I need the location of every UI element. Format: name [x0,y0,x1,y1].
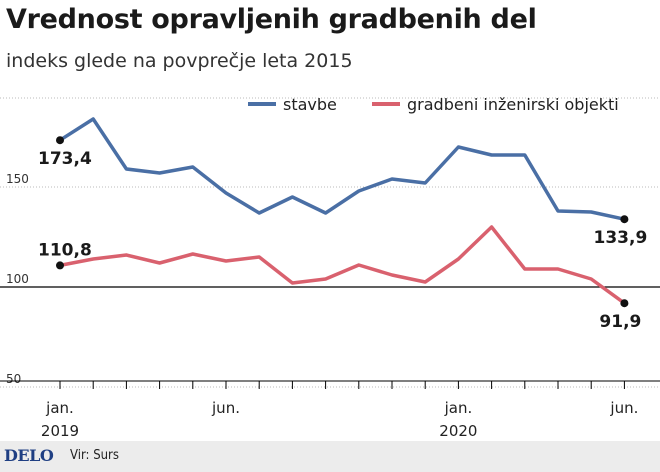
delo-logo: DELO [4,446,54,465]
gridlines [0,97,660,388]
x-tick-label: jun. [609,399,638,417]
x-tick-year: 2019 [41,422,79,440]
data-point-dot [56,261,64,270]
legend-label-objekti: gradbeni inženirski objekti [407,95,619,114]
y-tick-label: 50 [6,372,21,386]
x-tick-label: jan. [444,399,473,417]
x-axis: jan. 2019 jun. jan. 2020 jun. [0,380,660,440]
chart-subtitle: indeks glede na povprečje leta 2015 [6,50,353,72]
series-line-objekti [58,225,627,305]
data-annotations: 173,4 133,9 110,8 91,9 [38,136,647,332]
x-tick-label: jan. [45,399,74,417]
footer-bar [0,441,660,472]
footer: DELO Vir: Surs [0,441,660,472]
x-tick-year: 2020 [439,422,477,440]
series-lines [58,117,627,305]
data-point-dot [56,136,64,145]
data-label: 133,9 [594,228,648,248]
legend: stavbe gradbeni inženirski objekti [248,95,619,114]
data-label: 91,9 [599,312,641,332]
legend-label-stavbe: stavbe [283,95,337,114]
series-line-stavbe [58,117,627,221]
y-tick-label: 150 [6,172,29,186]
data-point-dot [620,215,629,224]
data-point-dot [620,299,629,308]
data-label: 173,4 [38,149,92,169]
chart-title: Vrednost opravljenih gradbenih del [6,4,537,35]
y-tick-label: 100 [6,272,29,286]
y-axis-tick-labels: 50 100 150 [6,172,29,386]
source-note: Vir: Surs [70,448,119,463]
x-tick-label: jun. [211,399,240,417]
data-label: 110,8 [38,240,92,260]
